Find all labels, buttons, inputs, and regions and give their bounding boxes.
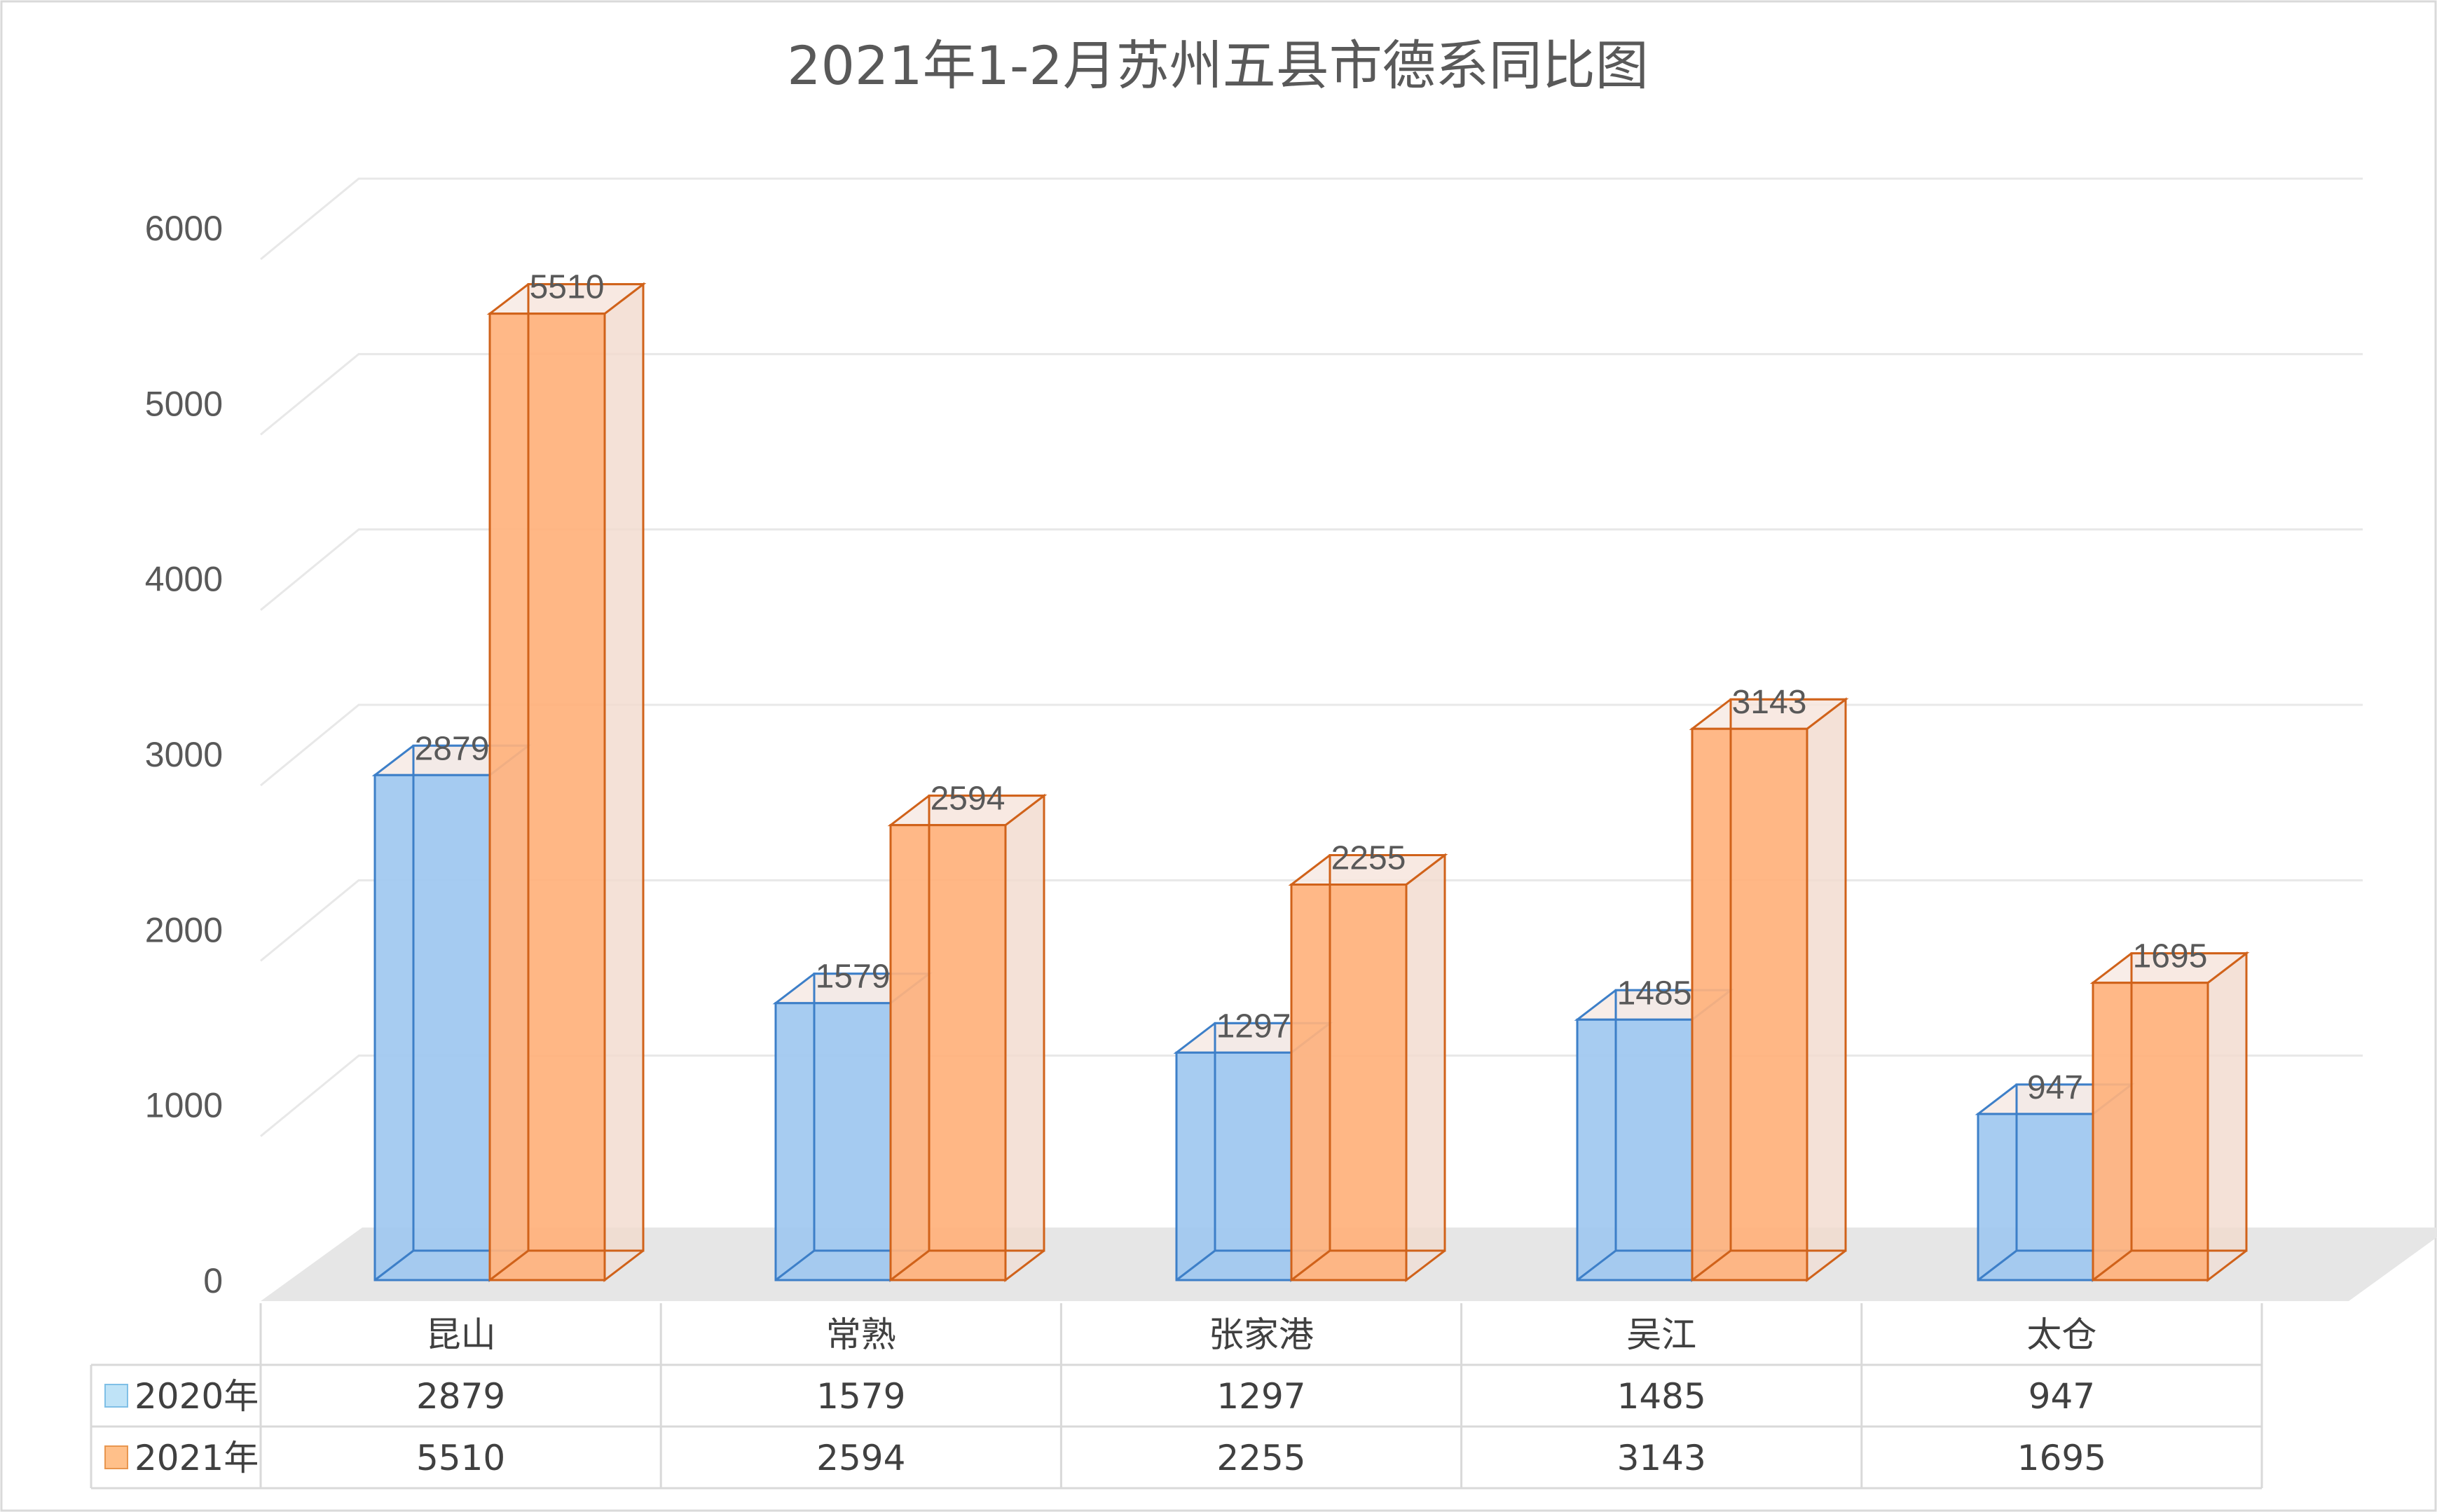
bar-front-face (1691, 727, 1808, 1281)
bar-edge (775, 1249, 815, 1281)
bar-side-face (1806, 697, 1847, 1283)
table-cell: 1579 (816, 1376, 905, 1417)
bar (2089, 951, 2250, 1283)
bar-front-face (1576, 1018, 1694, 1281)
gridline (260, 177, 2363, 261)
table-cell: 2879 (416, 1376, 505, 1417)
bar (1288, 853, 1448, 1283)
bar-edge (1577, 1249, 1616, 1281)
table-cell: 1485 (1617, 1376, 1706, 1417)
table-cell: 5510 (416, 1438, 505, 1478)
table-cell: 2255 (1216, 1438, 1305, 1478)
bar-front-face (1977, 1113, 2094, 1281)
data-label: 1695 (2133, 938, 2208, 975)
gridline (260, 703, 2363, 787)
table-legend-key (104, 1384, 128, 1408)
data-label: 5510 (530, 269, 605, 306)
bar (1689, 697, 1849, 1283)
bar-side-face (2206, 951, 2248, 1283)
data-label: 1485 (1617, 975, 1692, 1012)
bar-front-face (2092, 982, 2209, 1281)
bar-edge (1691, 1249, 1731, 1281)
bar-edge (890, 1249, 930, 1281)
bar (887, 793, 1048, 1283)
y-axis-ticks: 0 1000 2000 3000 4000 5000 6000 (145, 209, 223, 1300)
data-label: 3143 (1732, 684, 1807, 721)
bar-front-face (1290, 883, 1408, 1281)
table-cell: 3143 (1617, 1438, 1706, 1478)
y-tick-label: 5000 (145, 384, 223, 423)
table-cell: 947 (2028, 1376, 2095, 1417)
data-label: 1297 (1216, 1008, 1291, 1045)
data-label: 2255 (1331, 839, 1406, 877)
bar-edge (1977, 1249, 2017, 1281)
y-tick-label: 0 (203, 1261, 223, 1300)
bar-front-face (373, 774, 491, 1281)
bars (371, 282, 2250, 1283)
table-cell: 2594 (816, 1438, 905, 1478)
bar-side-face (1405, 853, 1446, 1283)
bar-side-face (603, 282, 645, 1283)
table-category-label: 太仓 (2026, 1314, 2096, 1355)
bar (486, 282, 647, 1283)
data-labels: 2879 5510 1579 2594 1297 2255 1485 3143 947 1695 (415, 269, 2208, 1106)
bar-side-face (1004, 793, 1045, 1283)
gridline (260, 352, 2363, 436)
bar-edge (489, 1249, 529, 1281)
y-tick-label: 1000 (145, 1086, 223, 1125)
y-tick-label: 6000 (145, 209, 223, 248)
table-legend-key (104, 1445, 128, 1469)
bar-front-face (488, 312, 606, 1281)
data-label: 2594 (931, 781, 1005, 818)
bar-edge (1291, 1249, 1331, 1281)
bar-edge (1176, 1249, 1216, 1281)
y-tick-label: 3000 (145, 735, 223, 774)
table-cell: 1297 (1216, 1376, 1305, 1417)
bar-edge (374, 1249, 414, 1281)
y-tick-label: 4000 (145, 560, 223, 599)
table-cell: 1695 (2017, 1438, 2106, 1478)
data-table: 昆山 常熟 张家港 吴江 太仓 2020年 2879 1579 1297 1485 947 2021年… (90, 1303, 2263, 1490)
data-label: 2879 (415, 730, 490, 767)
y-tick-label: 2000 (145, 910, 223, 949)
table-category-label: 张家港 (1209, 1314, 1314, 1355)
table-series-name: 2021年 (135, 1438, 259, 1478)
data-label: 1579 (816, 958, 891, 996)
bar-front-face (774, 1002, 892, 1281)
bar-front-face (1175, 1051, 1293, 1281)
table-series-name: 2020年 (135, 1376, 259, 1417)
bar-front-face (889, 824, 1007, 1281)
table-category-label: 昆山 (426, 1314, 496, 1355)
table-category-label: 常熟 (826, 1314, 896, 1355)
data-label: 947 (2027, 1069, 2083, 1106)
gridline (260, 528, 2363, 611)
chart-title: 2021年1-2月苏州五县市德系同比图 (787, 34, 1649, 97)
bar-edge (2092, 1249, 2132, 1281)
table-category-label: 吴江 (1626, 1314, 1696, 1355)
